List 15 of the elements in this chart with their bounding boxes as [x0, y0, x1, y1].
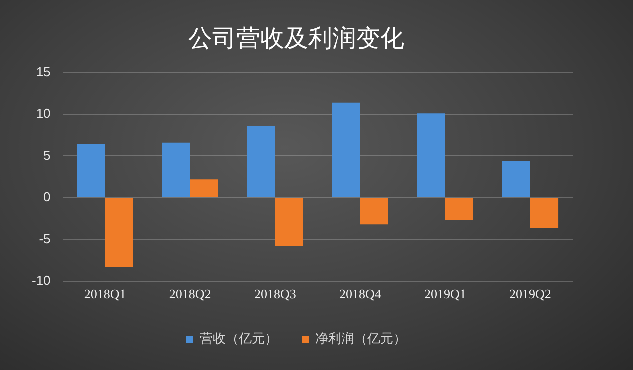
y-tick-label: 10: [36, 106, 51, 122]
x-tick-label: 2018Q4: [339, 286, 382, 302]
y-tick-label: 15: [36, 64, 51, 80]
y-tick-label: -5: [39, 231, 51, 246]
chart-title: 公司营收及利润变化: [188, 24, 404, 53]
x-tick-label: 2018Q3: [254, 286, 296, 302]
y-tick-label: 5: [44, 148, 51, 163]
legend-label: 营收（亿元）: [200, 332, 278, 347]
y-tick-label: 0: [44, 190, 51, 205]
x-tick-label: 2018Q2: [169, 286, 212, 302]
legend-label: 净利润（亿元）: [316, 332, 406, 347]
x-tick-label: 2019Q1: [424, 286, 466, 302]
x-tick-label: 2019Q2: [510, 286, 552, 302]
x-tick-label: 2018Q1: [84, 286, 126, 302]
y-tick-label: -10: [32, 272, 51, 288]
